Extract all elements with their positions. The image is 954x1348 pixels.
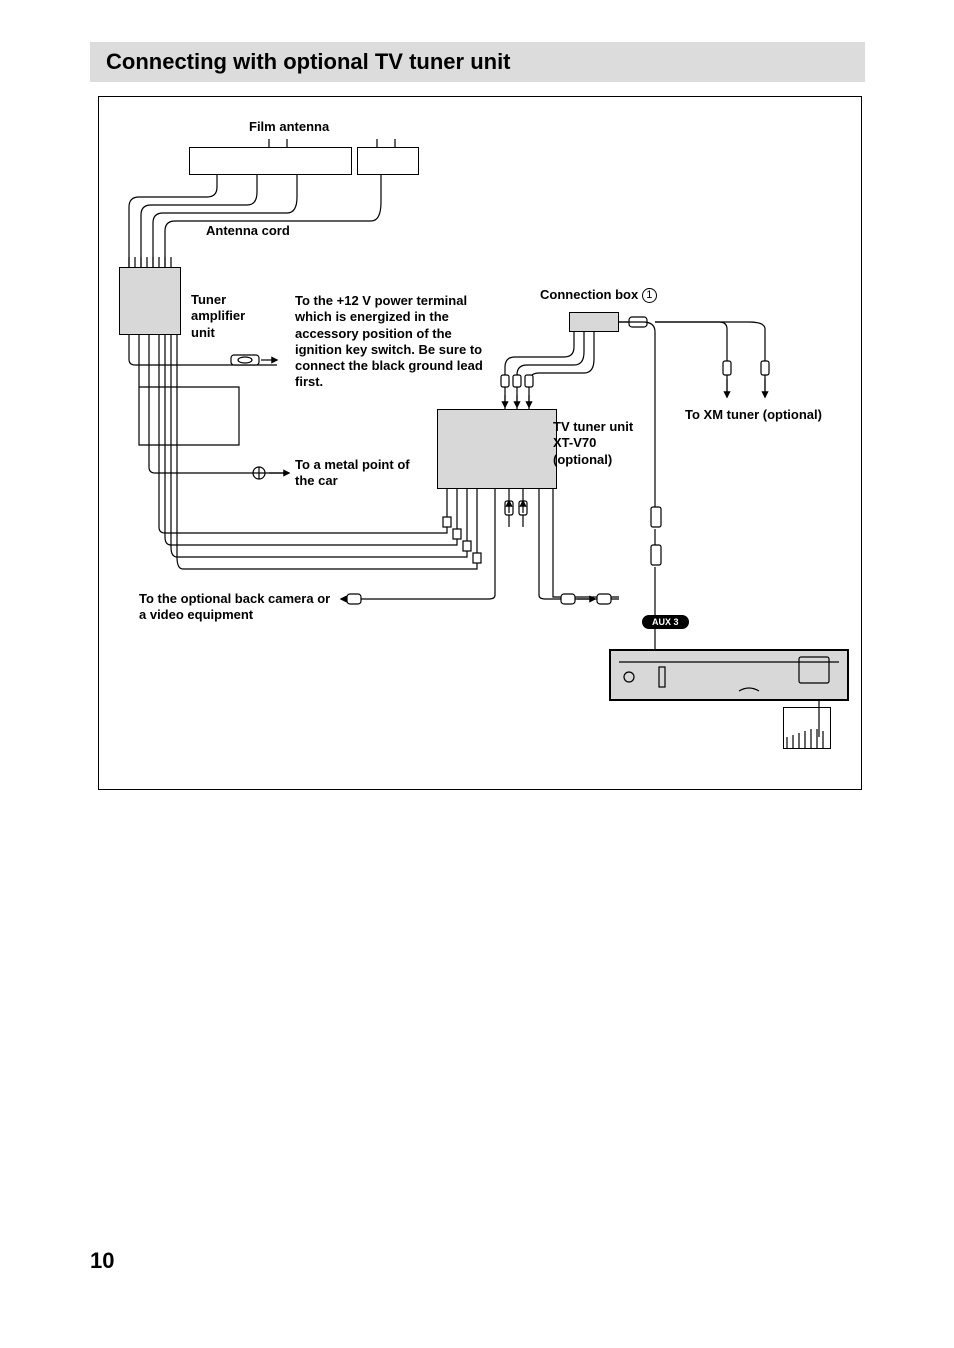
- circled-number-icon: 1: [642, 288, 657, 303]
- label-connection-box-text: Connection box: [540, 287, 638, 302]
- section-title-bar: Connecting with optional TV tuner unit: [90, 42, 865, 82]
- wiring-diagram: Film antenna Antenna cord Tuner amplifie…: [98, 96, 862, 790]
- page-number: 10: [90, 1248, 114, 1274]
- label-power-note: To the +12 V power terminal which is ene…: [295, 293, 485, 391]
- aux-module-box: [783, 707, 831, 749]
- label-connection-box: Connection box 1: [540, 287, 657, 303]
- aux-badge: AUX 3: [642, 615, 689, 629]
- film-antenna-right-box: [357, 147, 419, 175]
- label-metal-point: To a metal point of the car: [295, 457, 425, 490]
- head-unit-box: [609, 649, 849, 701]
- label-film-antenna: Film antenna: [249, 119, 329, 135]
- connection-box: [569, 312, 619, 332]
- tuner-amplifier-box: [119, 267, 181, 335]
- label-antenna-cord: Antenna cord: [206, 223, 290, 239]
- label-xm-tuner: To XM tuner (optional): [685, 407, 855, 423]
- label-back-camera: To the optional back camera or a video e…: [139, 591, 339, 624]
- section-title: Connecting with optional TV tuner unit: [106, 49, 511, 75]
- film-antenna-left-box: [189, 147, 352, 175]
- label-tuner-amp: Tuner amplifier unit: [191, 292, 261, 341]
- label-tv-tuner: TV tuner unit XT-V70 (optional): [553, 419, 673, 468]
- tv-tuner-box: [437, 409, 557, 489]
